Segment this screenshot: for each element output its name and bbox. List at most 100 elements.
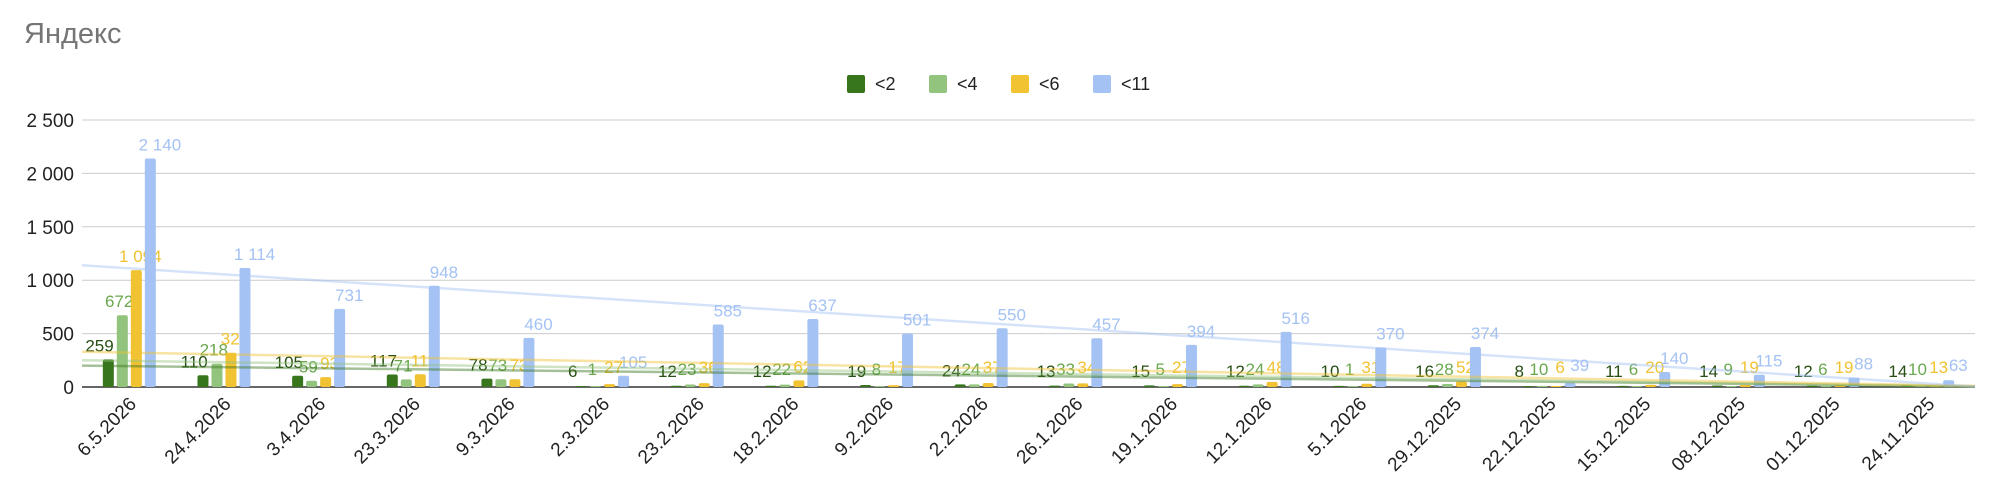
bar[interactable] [1143,385,1155,387]
x-tick-label: 24.4.2026 [161,394,236,469]
bar[interactable] [1427,385,1439,387]
legend-label: <6 [1039,74,1060,94]
bar[interactable] [590,386,602,387]
data-label: 24 [962,360,981,379]
bar[interactable] [1049,385,1061,387]
bar[interactable] [1550,386,1562,387]
bar[interactable] [902,333,914,387]
bar[interactable] [954,384,966,387]
data-label: 12 [753,362,772,381]
bar[interactable] [320,377,332,387]
bar[interactable] [982,383,994,387]
bar[interactable] [1171,384,1183,387]
data-label: 370 [1376,324,1404,343]
bar[interactable] [712,324,724,387]
bar[interactable] [1820,386,1832,387]
bar[interactable] [1252,384,1264,387]
legend-label: <2 [875,74,896,94]
bar[interactable] [495,379,507,387]
bar[interactable] [1077,383,1089,387]
data-label: 6 [1818,360,1827,379]
bar[interactable] [1063,383,1075,387]
bar[interactable] [779,384,791,387]
bar[interactable] [996,328,1008,387]
bar[interactable] [1915,385,1927,387]
bar[interactable] [604,384,616,387]
bar[interactable] [1091,338,1103,387]
bar[interactable] [807,318,819,387]
bar[interactable] [116,315,128,387]
bar[interactable] [400,379,412,387]
bar[interactable] [793,380,805,387]
bar[interactable] [1536,385,1548,387]
data-label: 5 [1156,360,1165,379]
bar[interactable] [1522,386,1534,387]
bar[interactable] [1361,383,1373,387]
bar[interactable] [1266,381,1278,387]
data-label: 457 [1092,315,1120,334]
bar[interactable] [1806,385,1818,387]
bar[interactable] [1333,385,1345,387]
bar[interactable] [144,158,156,387]
bar[interactable] [1725,386,1737,387]
bar[interactable] [968,384,980,387]
data-label: 374 [1471,324,1499,343]
bar[interactable] [1834,384,1846,387]
bar[interactable] [1375,347,1387,387]
bar[interactable] [1455,381,1467,387]
data-label: 2 140 [139,135,182,154]
bar[interactable] [1631,386,1643,387]
bar[interactable] [1659,372,1671,387]
bar[interactable] [1711,385,1723,387]
bar[interactable] [1157,386,1169,387]
trendline [81,264,1976,388]
bar[interactable] [860,384,872,387]
bar[interactable] [509,379,521,387]
bar[interactable] [414,374,426,387]
bar[interactable] [1929,385,1941,387]
bar[interactable] [428,285,440,387]
bar[interactable] [1238,385,1250,387]
bar[interactable] [1753,374,1765,387]
bar[interactable] [576,386,588,387]
bar[interactable] [334,308,346,387]
x-tick-label: 24.11.2025 [1858,394,1939,475]
bar[interactable] [1739,384,1751,387]
bar[interactable] [874,386,886,387]
bar[interactable] [306,380,318,387]
x-tick-label: 15.12.2025 [1573,394,1655,476]
bar[interactable] [1280,331,1292,387]
bar[interactable] [102,359,114,387]
bar[interactable] [292,375,304,387]
bar[interactable] [765,385,777,387]
bar[interactable] [1185,344,1197,387]
bar[interactable] [1617,385,1629,387]
x-tick-label: 12.1.2026 [1202,394,1277,469]
bar[interactable] [684,384,696,387]
bar[interactable] [670,385,682,387]
bar[interactable] [386,374,398,387]
bar[interactable] [1645,384,1657,387]
x-tick-label: 6.5.2026 [74,394,141,461]
bar[interactable] [698,383,710,387]
bar[interactable] [888,385,900,387]
bar[interactable] [1943,380,1955,387]
data-label: 259 [85,336,113,355]
bar[interactable] [225,352,237,387]
y-tick-label: 1 500 [26,218,74,239]
data-label: 24 [942,361,961,380]
bar[interactable] [130,270,142,387]
bar[interactable] [1469,347,1481,387]
bar[interactable] [197,375,209,387]
bar[interactable] [618,375,630,387]
bar[interactable] [211,363,223,387]
bar[interactable] [239,268,251,387]
bar[interactable] [481,378,493,387]
bar[interactable] [1901,385,1913,387]
bar[interactable] [1347,386,1359,387]
bar[interactable] [1564,382,1576,387]
data-label: 27 [604,358,623,377]
bar[interactable] [523,337,535,387]
bar[interactable] [1848,377,1860,387]
bar[interactable] [1441,384,1453,387]
